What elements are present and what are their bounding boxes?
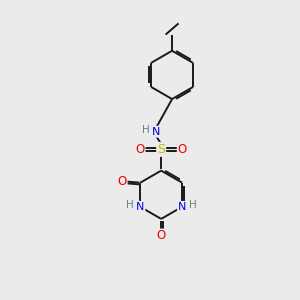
Text: H: H [142,125,150,135]
Text: O: O [178,143,187,156]
Text: O: O [135,143,145,156]
Text: N: N [178,202,186,212]
Text: N: N [152,127,160,137]
Text: S: S [157,143,165,156]
Text: O: O [157,230,166,242]
Text: O: O [117,175,127,188]
Text: H: H [126,200,134,210]
Text: N: N [136,202,145,212]
Text: H: H [188,200,196,210]
